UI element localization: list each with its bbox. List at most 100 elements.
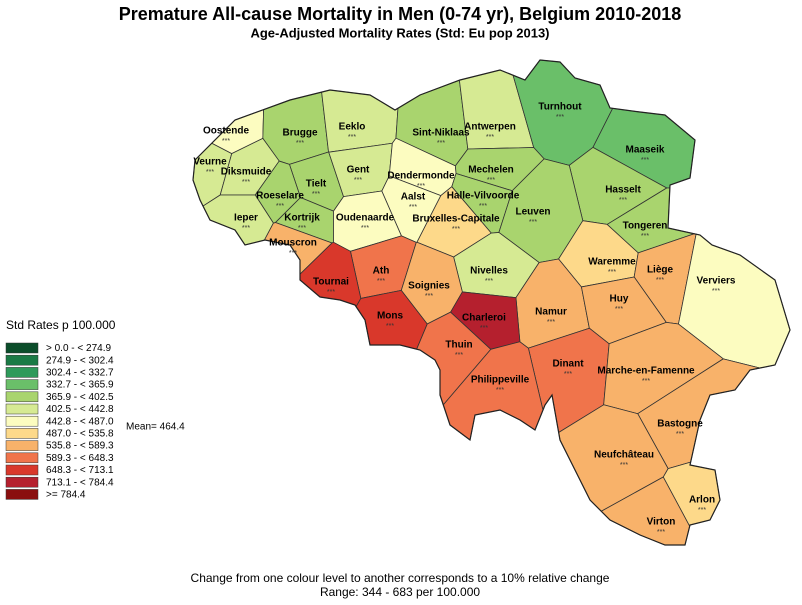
region-marker: *** (496, 387, 504, 394)
region-label: Sint-Niklaas (412, 128, 470, 139)
region-marker: *** (529, 219, 537, 226)
legend-label: > 0.0 - < 274.9 (46, 343, 111, 354)
region-label: Gent (347, 165, 370, 176)
region-label: Halle-Vilvoorde (447, 191, 520, 202)
region-label: Tournai (313, 277, 349, 288)
region-label: Diksmuide (221, 167, 272, 178)
legend-label: 332.7 - < 365.9 (46, 380, 114, 391)
map (192, 59, 791, 546)
region-marker: *** (437, 140, 445, 147)
region-marker: *** (452, 226, 460, 233)
legend-title: Std Rates p 100.000 (6, 318, 116, 332)
region-label: Mons (377, 311, 404, 322)
legend-swatch (5, 489, 39, 500)
legend-label: 648.3 - < 713.1 (46, 465, 114, 476)
legend-swatch (5, 391, 39, 403)
region-label: Virton (647, 517, 676, 528)
region-marker: *** (296, 140, 304, 147)
region-label: Nivelles (470, 266, 508, 277)
region-marker: *** (657, 529, 665, 536)
region-label: Dinant (552, 359, 584, 370)
region-label: Bruxelles-Capitale (412, 214, 500, 225)
legend-label: 589.3 - < 648.3 (46, 453, 114, 464)
region-label: Philippeville (471, 375, 530, 386)
region-marker: *** (608, 269, 616, 276)
region-label: Leuven (515, 207, 550, 218)
legend-swatch (5, 452, 39, 464)
region-marker: *** (641, 233, 649, 240)
legend-label: 442.8 - < 487.0 (46, 416, 114, 427)
legend-label: 713.1 - < 784.4 (46, 477, 114, 488)
region-label: Huy (610, 294, 629, 305)
region-marker: *** (206, 169, 214, 176)
legend-swatch (5, 415, 39, 427)
region-marker: *** (417, 183, 425, 190)
region-marker: *** (327, 289, 335, 296)
region-label: Liège (647, 265, 674, 276)
region-label: Thuin (445, 340, 472, 351)
footer-line: Change from one colour level to another … (191, 571, 610, 585)
region-marker: *** (289, 250, 297, 257)
region-label: Waremme (588, 257, 636, 268)
region-label: Kortrijk (284, 213, 320, 224)
country-outline (192, 59, 791, 546)
region-labels: Oostende***Brugge***Eeklo*** Sint-Niklaas… (193, 102, 736, 536)
legend-swatch (5, 367, 39, 378)
region-marker: *** (377, 278, 385, 285)
subtitle: Age-Adjusted Mortality Rates (Std: Eu po… (250, 25, 549, 40)
region-marker: *** (242, 225, 250, 232)
region-marker: *** (455, 352, 463, 359)
region-label: Eeklo (339, 122, 366, 133)
region-marker: *** (298, 225, 306, 232)
region-marker: *** (485, 278, 493, 285)
region-label: Tongeren (623, 221, 668, 232)
region-marker: *** (615, 306, 623, 313)
region-marker: *** (386, 323, 394, 330)
legend-swatch (5, 379, 39, 390)
legend-swatch (5, 476, 39, 488)
legend-label: >= 784.4 (46, 490, 86, 501)
region-marker: *** (620, 462, 628, 469)
region-marker: *** (676, 431, 684, 438)
region-label: Bastogne (657, 419, 703, 430)
legend-label: 365.9 - < 402.5 (46, 392, 114, 403)
region-label: Soignies (408, 281, 450, 292)
region-label: Aalst (401, 192, 426, 203)
region-marker: *** (479, 203, 487, 210)
region-marker: *** (425, 293, 433, 300)
region-marker: *** (222, 138, 230, 145)
legend-label: 274.9 - < 302.4 (46, 355, 114, 366)
region-label: Charleroi (462, 313, 506, 324)
legend-label: 302.4 - < 332.7 (46, 368, 114, 379)
region-label: Oudenaarde (336, 213, 395, 224)
region-marker: *** (712, 288, 720, 295)
region-label: Ieper (234, 213, 258, 224)
region-label: Roeselare (256, 191, 304, 202)
region-marker: *** (556, 114, 564, 121)
region-marker: *** (486, 134, 494, 141)
legend-label: 487.0 - < 535.8 (46, 429, 114, 440)
region-marker: *** (312, 191, 320, 198)
region-label: Hasselt (605, 185, 641, 196)
region-marker: *** (480, 325, 488, 332)
legend-label: 402.5 - < 442.8 (46, 404, 114, 415)
region-label: Brugge (283, 128, 318, 139)
region-marker: *** (619, 197, 627, 204)
legend-swatch (5, 403, 39, 415)
region-marker: *** (656, 277, 664, 284)
region-label: Dendermonde (387, 171, 455, 182)
region-marker: *** (641, 157, 649, 164)
region-marker: *** (547, 319, 555, 326)
region-marker: *** (698, 507, 706, 514)
region-marker: *** (409, 204, 417, 211)
legend-swatch (5, 440, 39, 451)
region-marker: *** (642, 378, 650, 385)
region-label: Verviers (697, 276, 736, 287)
title: Premature All-cause Mortality in Men (0-… (119, 4, 682, 24)
legend-swatch (5, 428, 39, 439)
region-marker: *** (354, 177, 362, 184)
region-marker: *** (348, 134, 356, 141)
legend-label: 535.8 - < 589.3 (46, 441, 114, 452)
footer-line: Range: 344 - 683 per 100.000 (320, 585, 480, 599)
